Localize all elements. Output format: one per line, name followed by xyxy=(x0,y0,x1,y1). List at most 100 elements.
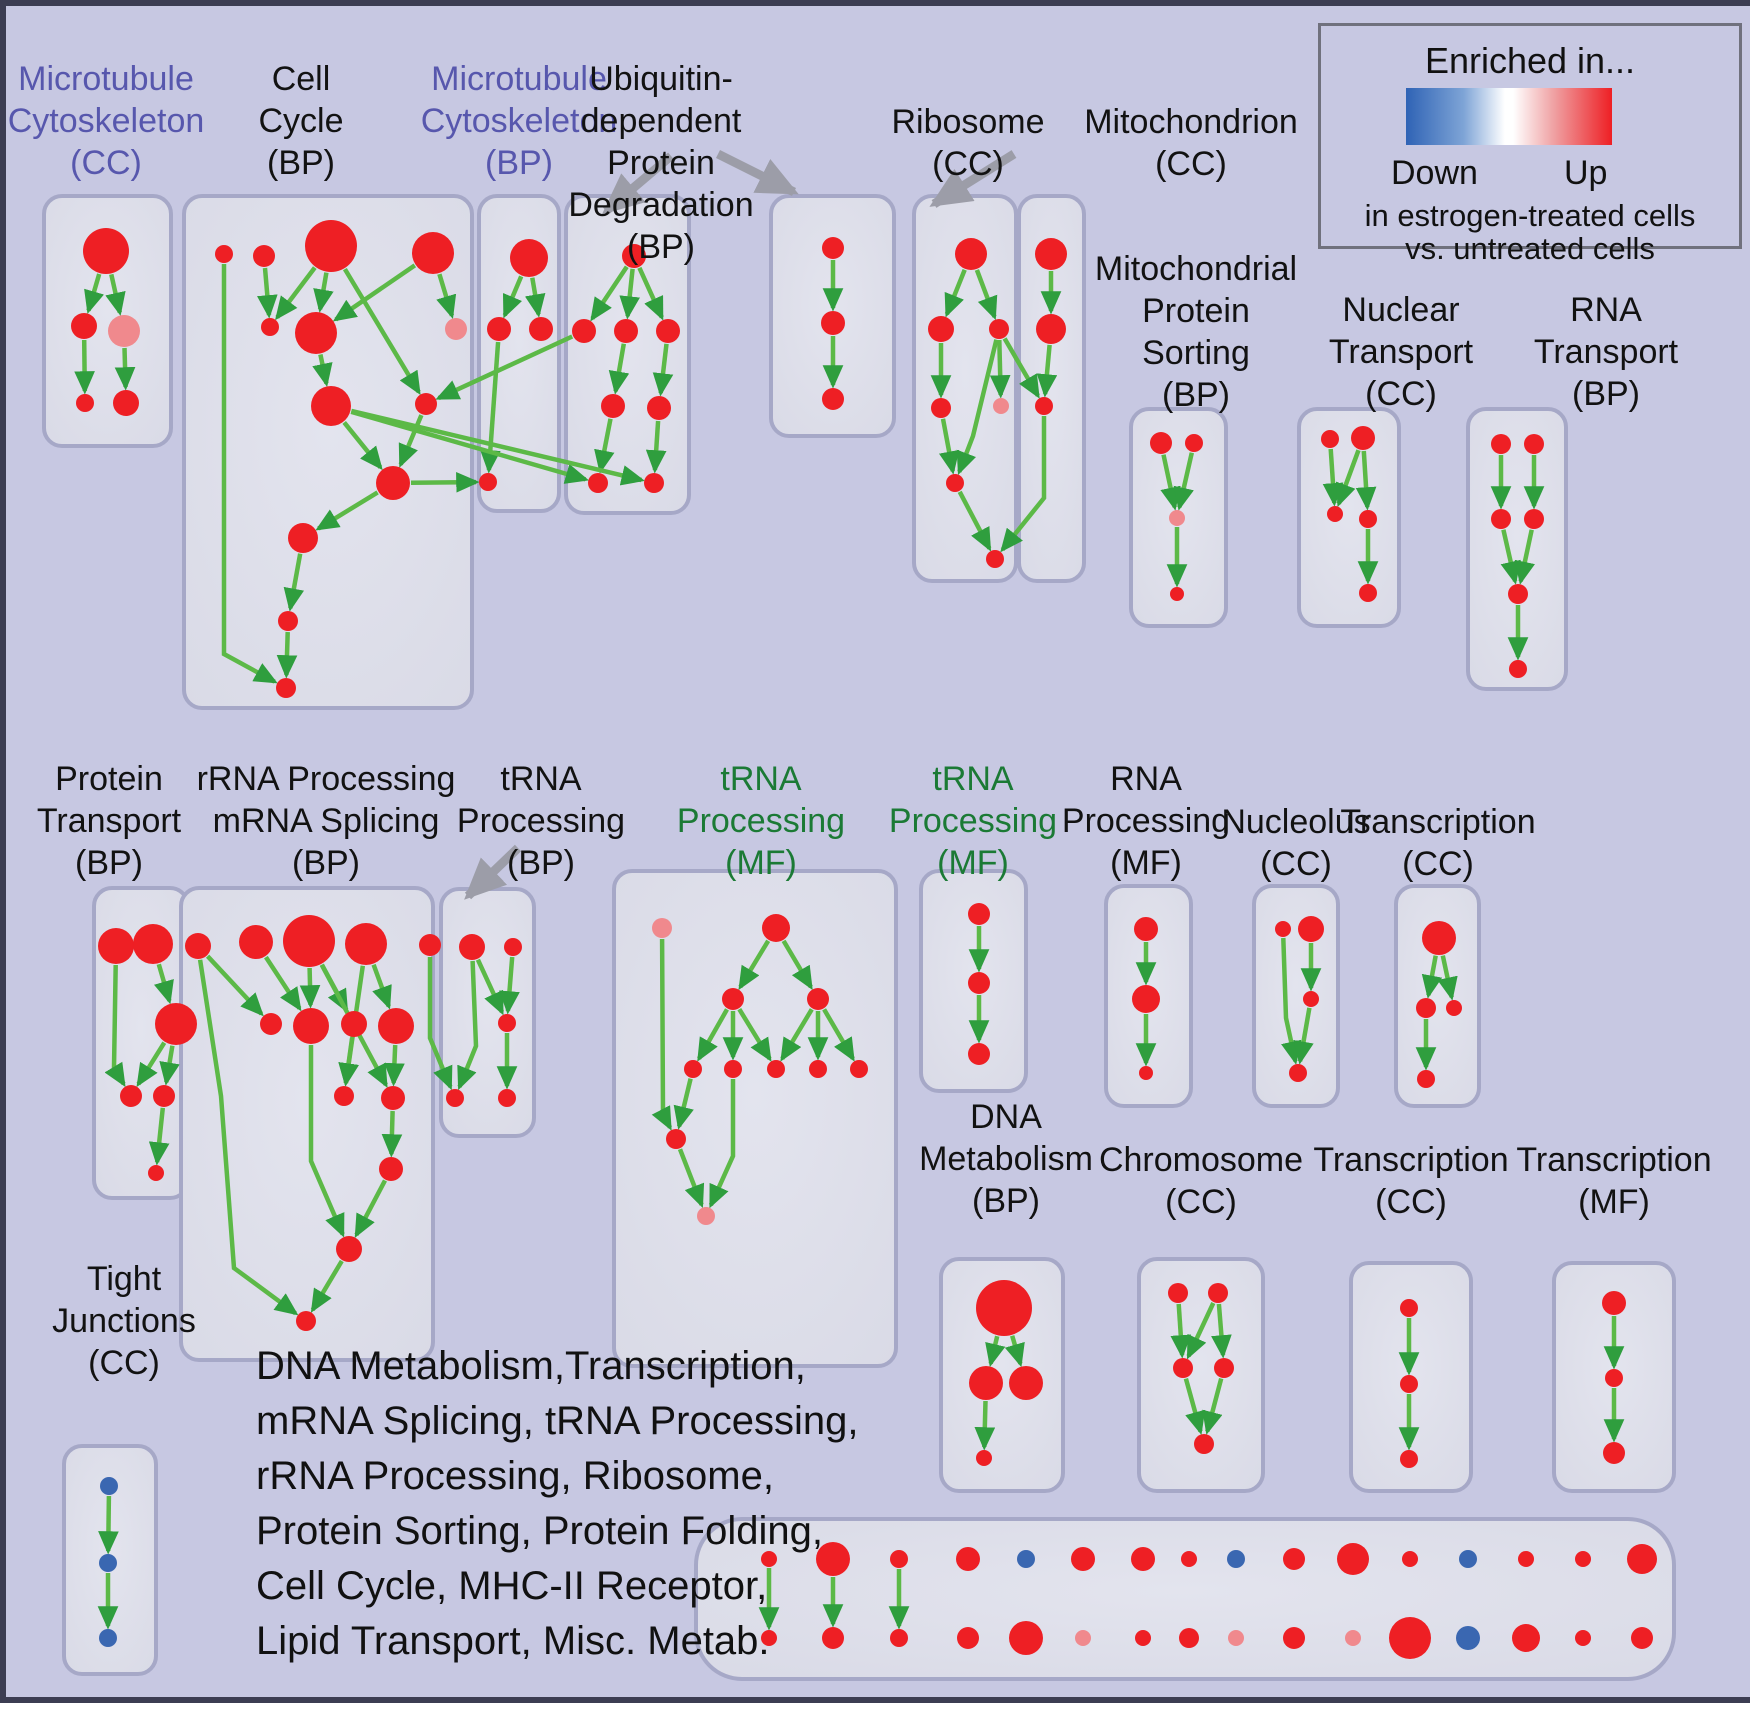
misc-list-line: Protein Sorting, Protein Folding, xyxy=(256,1509,823,1553)
term-node xyxy=(956,1547,980,1571)
term-node xyxy=(1283,1627,1305,1649)
cluster-label-line: (CC) xyxy=(1375,1183,1447,1221)
term-node-chromo-3 xyxy=(1214,1358,1234,1378)
cluster-label-line: dependent xyxy=(580,102,742,140)
term-node-pt-5 xyxy=(148,1165,164,1181)
cross-edge-cell-cycle-ubiq1 xyxy=(350,408,645,486)
cluster-label-line: tRNA xyxy=(500,760,582,798)
edge-chromo xyxy=(1202,1378,1224,1435)
misc-list-line: DNA Metabolism,Transcription, xyxy=(256,1344,806,1388)
cluster-label-line: (MF) xyxy=(725,844,797,882)
cluster-label-line: (BP) xyxy=(1162,376,1230,414)
edge-mps xyxy=(1160,454,1181,511)
term-node-dnamet-3 xyxy=(976,1450,992,1466)
edge-tmf1 xyxy=(651,938,672,1131)
edge-cell-cycle xyxy=(332,263,417,322)
edge-rt xyxy=(1514,529,1535,585)
term-node xyxy=(1009,1621,1043,1655)
term-node xyxy=(1512,1624,1540,1652)
legend-subline-1: in estrogen-treated cells xyxy=(1364,198,1696,233)
term-node-nucleolus-0 xyxy=(1275,921,1291,937)
term-node-rrna-13 xyxy=(296,1311,316,1331)
term-node-transmf-2 xyxy=(1603,1442,1625,1464)
cluster-label-line: Transport xyxy=(1328,333,1474,371)
misc-list-line: Cell Cycle, MHC-II Receptor, xyxy=(256,1564,768,1608)
term-node-ubiq1-5 xyxy=(647,396,671,420)
cluster-label-line: (MF) xyxy=(1578,1183,1650,1221)
term-node-tightj-1 xyxy=(99,1554,117,1572)
edge-rrna xyxy=(205,954,264,1017)
edge-mps xyxy=(1173,452,1194,511)
term-node-tmf1-6 xyxy=(767,1060,785,1078)
cluster-label-cell-cycle: Cell Cycle (BP) xyxy=(258,58,343,184)
term-node xyxy=(1402,1551,1418,1567)
term-node-cell-cycle-8 xyxy=(415,393,437,415)
term-node-cell-cycle-10 xyxy=(288,523,318,553)
term-node-mps-0 xyxy=(1150,432,1172,454)
cluster-label-rrna-mrna: rRNA Processing mRNA Splicing (BP) xyxy=(197,758,456,884)
term-node-rt-0 xyxy=(1491,434,1511,454)
term-node xyxy=(1075,1630,1091,1646)
term-node-nt-2 xyxy=(1327,506,1343,522)
cluster-box-nt xyxy=(1297,407,1401,628)
term-node xyxy=(957,1627,979,1649)
cluster-label-line: Processing xyxy=(676,802,846,840)
edge-cell-cycle xyxy=(313,272,334,313)
cluster-label-line: Transport xyxy=(1533,333,1679,371)
cluster-label-line: Processing xyxy=(456,802,626,840)
cluster-label-line: DNA xyxy=(970,1098,1042,1136)
term-node-ubiq1-3 xyxy=(656,319,680,343)
edge-chromo xyxy=(1183,1378,1206,1435)
term-node-chromo-4 xyxy=(1194,1434,1214,1454)
misc-list-line: rRNA Processing, Ribosome, xyxy=(256,1454,774,1498)
term-node-ubiq1-1 xyxy=(572,319,596,343)
edge-tightj xyxy=(98,1495,119,1555)
term-node-mt-bp-1 xyxy=(487,317,511,341)
term-node-trna-1 xyxy=(504,938,522,956)
term-node-mt-bp-3 xyxy=(479,473,497,491)
term-node-cell-cycle-7 xyxy=(311,386,351,426)
cluster-label-mt-cc: Microtubule Cytoskeleton (CC) xyxy=(8,58,205,184)
term-node-mt-cc-4 xyxy=(113,390,139,416)
edge-nucleolus xyxy=(1293,1007,1314,1065)
term-node-rt-2 xyxy=(1491,509,1511,529)
term-node-mt-cc-3 xyxy=(76,394,94,412)
edge-cell-cycle xyxy=(221,264,278,684)
term-node-tightj-2 xyxy=(99,1629,117,1647)
cluster-label-line: (CC) xyxy=(1155,145,1227,183)
edge-chromo xyxy=(1211,1303,1232,1359)
term-node-pt-3 xyxy=(120,1085,142,1107)
edge-ubiq1 xyxy=(619,268,640,320)
term-node xyxy=(761,1630,777,1646)
term-node-trna-4 xyxy=(498,1089,516,1107)
cross-edge-mito-ribosome xyxy=(1000,416,1047,553)
term-node-tmf1-8 xyxy=(850,1060,868,1078)
misc-list-line: mRNA Splicing, tRNA Processing, xyxy=(256,1399,859,1443)
edge-cell-cycle xyxy=(283,553,305,612)
legend-title: Enriched in... xyxy=(1424,40,1636,81)
edge-mt-cc xyxy=(105,273,126,317)
annotation-arrow-mitochondrion-pointer xyxy=(929,150,1017,208)
term-node-transmf-0 xyxy=(1602,1291,1626,1315)
term-node-cell-cycle-0 xyxy=(215,245,233,263)
edge-chromo xyxy=(1186,1302,1216,1360)
term-node-cell-cycle-3 xyxy=(412,232,454,274)
term-node-transcc1-3 xyxy=(1417,1070,1435,1088)
cluster-label-line: RNA xyxy=(1110,760,1182,798)
term-node-mito-0 xyxy=(1035,238,1067,270)
term-node-tmf2-0 xyxy=(968,903,990,925)
edge-pt xyxy=(153,963,174,1005)
term-node-tmf1-7 xyxy=(809,1060,827,1078)
misc-cluster-list: DNA Metabolism,Transcription, mRNA Splici… xyxy=(256,1339,858,1669)
edge-nucleolus xyxy=(1281,937,1302,1065)
edge-cell-cycle xyxy=(436,273,457,320)
edge-pt xyxy=(104,964,126,1088)
edge-ubiq1 xyxy=(608,343,630,395)
term-node-nt-4 xyxy=(1359,584,1377,602)
edge-trna xyxy=(475,958,505,1016)
cluster-label-line: Cell xyxy=(271,60,331,98)
edge-rrna xyxy=(264,955,302,1012)
cluster-label-line: Transcription xyxy=(1313,1141,1509,1179)
term-node xyxy=(1228,1630,1244,1646)
cluster-box-transcc1 xyxy=(1394,884,1481,1108)
